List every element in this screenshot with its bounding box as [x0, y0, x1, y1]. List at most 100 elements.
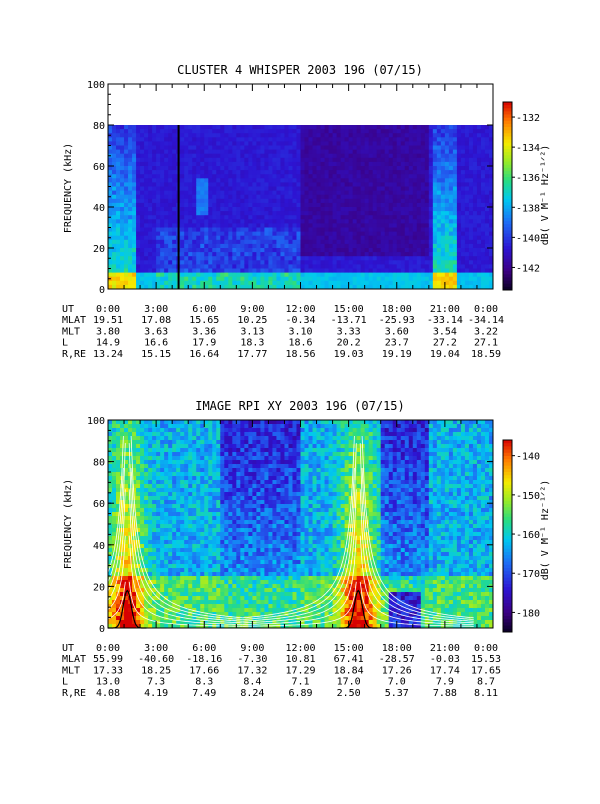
whisper-cell — [393, 182, 398, 187]
whisper-cell — [437, 187, 442, 192]
whisper-cell — [192, 248, 197, 253]
whisper-cell — [284, 264, 289, 269]
whisper-cell — [144, 158, 149, 163]
whisper-colorbar-cell — [503, 237, 512, 241]
rpi-cell — [116, 448, 121, 453]
whisper-cell — [136, 154, 141, 159]
whisper-cell — [232, 129, 237, 134]
whisper-cell — [276, 166, 281, 171]
whisper-cell — [301, 248, 306, 253]
rpi-cell — [144, 536, 149, 541]
whisper-cell — [409, 162, 414, 167]
whisper-cell — [236, 211, 241, 216]
whisper-cell — [425, 170, 430, 175]
whisper-cell — [381, 219, 386, 224]
rpi-cell — [112, 520, 117, 525]
whisper-cell — [473, 273, 478, 278]
whisper-cell — [188, 264, 193, 269]
whisper-cell — [260, 166, 265, 171]
whisper-cell — [252, 256, 257, 261]
whisper-cell — [292, 240, 297, 245]
whisper-cell — [244, 150, 249, 155]
rpi-cell — [176, 480, 181, 485]
whisper-cell — [212, 203, 217, 208]
whisper-cell — [200, 195, 205, 200]
whisper-cell — [349, 207, 354, 212]
whisper-cell — [280, 236, 285, 241]
whisper-cell — [349, 264, 354, 269]
whisper-colorbar-cell — [503, 165, 512, 169]
whisper-cell — [377, 219, 382, 224]
whisper-cell — [413, 207, 418, 212]
rpi-cell — [112, 436, 117, 441]
whisper-cell — [148, 174, 153, 179]
whisper-colorbar-cell — [503, 180, 512, 184]
whisper-cell — [381, 191, 386, 196]
whisper-cell — [112, 182, 117, 187]
whisper-cell — [477, 264, 482, 269]
whisper-cell — [393, 203, 398, 208]
whisper-cell — [276, 182, 281, 187]
rpi-cell — [136, 436, 141, 441]
whisper-cell — [132, 277, 137, 282]
whisper-cell — [252, 187, 257, 192]
whisper-cell — [317, 150, 322, 155]
whisper-cell — [188, 252, 193, 257]
whisper-cell — [264, 269, 269, 274]
whisper-cell — [260, 133, 265, 138]
whisper-cell — [212, 141, 217, 146]
rpi-cell — [156, 496, 161, 501]
whisper-cell — [429, 281, 434, 286]
whisper-cell — [256, 273, 261, 278]
whisper-cell — [124, 240, 129, 245]
whisper-cell — [457, 195, 462, 200]
whisper-cell — [325, 178, 330, 183]
whisper-cell — [485, 154, 490, 159]
whisper-cell — [417, 269, 422, 274]
whisper-cell — [301, 252, 306, 257]
whisper-cell — [477, 195, 482, 200]
whisper-cell — [477, 174, 482, 179]
whisper-cell — [473, 129, 478, 134]
whisper-cell — [457, 162, 462, 167]
whisper-cell — [337, 170, 342, 175]
whisper-cell — [445, 162, 450, 167]
whisper-cell — [413, 252, 418, 257]
whisper-cell — [385, 141, 390, 146]
whisper-cell — [256, 187, 261, 192]
whisper-cell — [212, 240, 217, 245]
whisper-cell — [228, 170, 233, 175]
rpi-cell — [124, 432, 129, 437]
whisper-cell — [204, 199, 209, 204]
whisper-cell — [244, 223, 249, 228]
whisper-cell — [192, 187, 197, 192]
whisper-cell — [377, 260, 382, 265]
whisper-cell — [409, 150, 414, 155]
whisper-cell — [317, 248, 322, 253]
whisper-cell — [244, 269, 249, 274]
whisper-cell — [309, 207, 314, 212]
whisper-cell — [357, 133, 362, 138]
whisper-cell — [401, 244, 406, 249]
whisper-cell — [333, 154, 338, 159]
whisper-cell — [301, 264, 306, 269]
whisper-cell — [204, 211, 209, 216]
whisper-cell — [385, 203, 390, 208]
whisper-cell — [353, 170, 358, 175]
whisper-cell — [397, 269, 402, 274]
whisper-cell — [361, 125, 366, 130]
whisper-colorbar-cell — [503, 143, 512, 147]
whisper-cell — [264, 260, 269, 265]
whisper-cell — [333, 203, 338, 208]
whisper-cell — [132, 269, 137, 274]
whisper-cell — [248, 141, 253, 146]
whisper-cell — [473, 240, 478, 245]
rpi-cell — [156, 484, 161, 489]
whisper-cell — [164, 215, 169, 220]
whisper-cell — [260, 232, 265, 237]
whisper-cell — [317, 264, 322, 269]
whisper-cell — [256, 129, 261, 134]
whisper-cell — [292, 236, 297, 241]
whisper-cell — [200, 244, 205, 249]
rpi-cell — [168, 512, 173, 517]
